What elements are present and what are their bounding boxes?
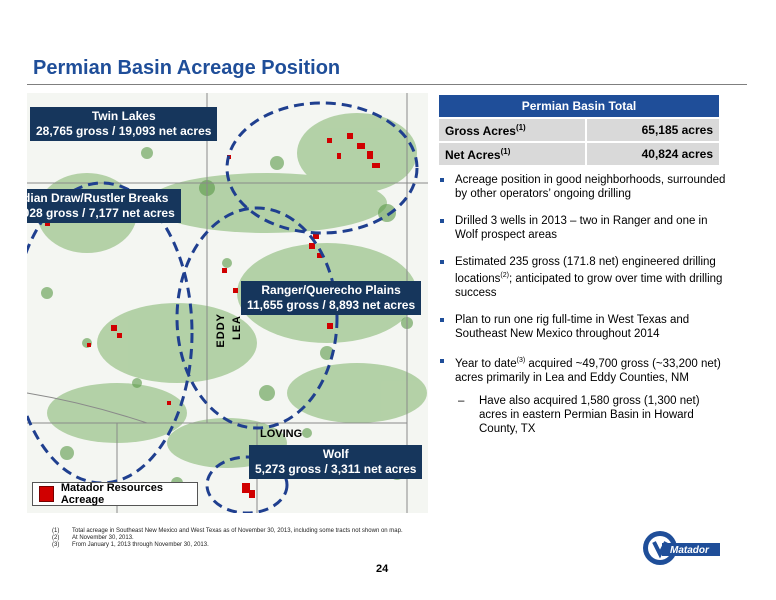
twin-lakes-circle (225, 101, 419, 235)
callout-detail: 11,655 gross / 8,893 net acres (247, 298, 416, 312)
table-label: Net Acres(1) (436, 141, 588, 167)
bullet-item: Plan to run one rig full-time in West Te… (437, 313, 729, 341)
row-sup: (1) (515, 122, 526, 132)
callout-wolf: Wolf 5,273 gross / 3,311 net acres (249, 445, 423, 479)
matador-logo: Matador (643, 531, 720, 565)
footnote-text: From January 1, 2013 through November 30… (72, 542, 209, 548)
callout-detail: 10,028 gross / 7,177 net acres (27, 206, 175, 220)
footnote-number: (2) (52, 535, 60, 541)
callout-detail: 5,273 gross / 3,311 net acres (255, 462, 417, 476)
footnote-text: Total acreage in Southeast New Mexico an… (72, 528, 403, 534)
bullet-text: Year to date (455, 357, 517, 370)
callout-ranger: Ranger/Querecho Plains 11,655 gross / 8,… (241, 281, 422, 315)
row-sup: (1) (500, 146, 511, 156)
bullet-item: Drilled 3 wells in 2013 – two in Ranger … (437, 214, 729, 242)
bullet-item: Estimated 235 gross (171.8 net) engineer… (437, 255, 729, 300)
county-lines (27, 93, 428, 513)
footnote-text: At November 30, 2013. (72, 535, 134, 541)
footnote-number: (1) (52, 528, 60, 534)
svg-text:Matador: Matador (670, 545, 710, 556)
row-label: Net Acres (445, 147, 501, 162)
legend-label: Matador Resources Acreage (60, 482, 163, 506)
row-label: Gross Acres (445, 123, 516, 138)
footnotes: (1) Total acreage in Southeast New Mexico… (52, 528, 403, 549)
page-title: Permian Basin Acreage Position (33, 57, 341, 79)
acreage-map: Twin Lakes 28,765 gross / 19,093 net acr… (27, 93, 428, 513)
footnote-number: (3) (52, 542, 60, 548)
table-value: 40,824 acres (585, 141, 721, 167)
county-label-loving: LOVING (260, 428, 303, 440)
acreage-tracts (45, 133, 380, 498)
callout-indian-draw: Indian Draw/Rustler Breaks 10,028 gross … (27, 189, 181, 223)
bullet-item: Acreage position in good neighborhoods, … (437, 173, 729, 201)
bullet-item: Year to date(3) acquired ~49,700 gross (… (437, 354, 729, 385)
legend-swatch (39, 486, 54, 502)
footnote: (2) At November 30, 2013. (52, 535, 403, 542)
indian-draw-circle (27, 181, 194, 485)
title-divider (27, 84, 747, 85)
prospect-circles (27, 101, 419, 513)
callout-twin-lakes: Twin Lakes 28,765 gross / 19,093 net acr… (30, 107, 218, 141)
callout-detail: 28,765 gross / 19,093 net acres (36, 124, 212, 138)
bullet-text: acquired ~49,700 gross (~33,200 net) acr… (455, 357, 721, 384)
table-row: Gross Acres(1) 65,185 acres (436, 117, 721, 143)
callout-name: Indian Draw/Rustler Breaks (27, 191, 169, 205)
footnote: (1) Total acreage in Southeast New Mexico… (52, 528, 403, 535)
county-label-lea: LEA (231, 315, 243, 340)
callout-name: Wolf (322, 447, 349, 461)
table-header: Permian Basin Total (437, 93, 721, 119)
bullet-text: Estimated 235 gross (171.8 net) engineer… (455, 256, 716, 285)
sub-bullet-text: Have also acquired 1,580 gross (1,300 ne… (479, 394, 700, 435)
page-number: 24 (376, 563, 389, 575)
bullet-text: ; anticipated to grow over time with dri… (455, 272, 723, 299)
wolf-circle (205, 455, 289, 513)
footnote-ref: (2) (500, 272, 509, 279)
table-row: Net Acres(1) 40,824 acres (436, 141, 721, 167)
sub-bullet-dash: – (458, 394, 465, 407)
footnote: (3) From January 1, 2013 through November… (52, 542, 403, 549)
terrain-speckle (41, 147, 413, 489)
county-label-eddy: EDDY (215, 313, 227, 348)
footnote-ref: (3) (516, 356, 526, 364)
ranger-circle (175, 206, 339, 430)
callout-name: Ranger/Querecho Plains (261, 283, 401, 297)
callout-name: Twin Lakes (91, 109, 156, 123)
map-legend: Matador Resources Acreage (32, 482, 198, 506)
table-label: Gross Acres(1) (436, 117, 588, 143)
acreage-table: Permian Basin Total Gross Acres(1) 65,18… (436, 93, 721, 167)
bullet-list: Acreage position in good neighborhoods, … (437, 173, 729, 436)
table-value: 65,185 acres (585, 117, 721, 143)
sub-bullet-item: – Have also acquired 1,580 gross (1,300 n… (437, 394, 729, 436)
